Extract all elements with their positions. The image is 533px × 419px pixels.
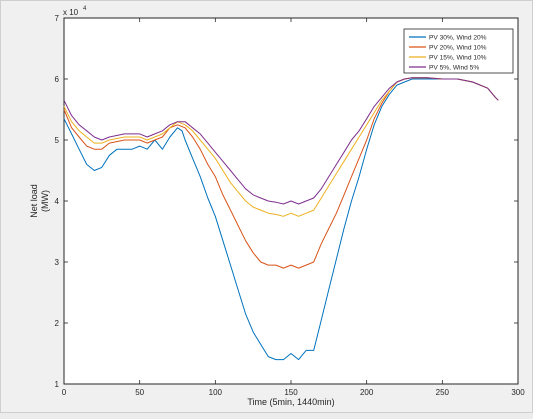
y-tick-label: 5 [55, 136, 60, 145]
y-tick-label: 3 [55, 258, 60, 267]
y-exponent-base: x 10 [63, 8, 79, 17]
legend-label-3: PV 15%, Wind 10% [429, 55, 487, 62]
y-exponent-power: 4 [83, 6, 87, 12]
legend-box [403, 28, 514, 74]
legend-label-4: PV 5%, Wind 5% [429, 65, 479, 72]
x-tick-label: 150 [284, 388, 298, 397]
x-tick-label: 200 [360, 388, 374, 397]
x-tick-label: 100 [209, 388, 223, 397]
y-tick-label: 4 [55, 197, 60, 206]
axis-ticks: 0 50 100 150 200 250 300 1 2 3 4 5 6 7 [55, 14, 526, 397]
y-tick-label: 6 [55, 75, 60, 84]
legend-entries: PV 30%, Wind 20% PV 20%, Wind 10% PV 15%, … [409, 35, 487, 72]
x-tick-label: 50 [135, 388, 144, 397]
series-lines [63, 77, 499, 361]
x-tick-label: 300 [511, 388, 525, 397]
x-tick-label: 0 [62, 388, 67, 397]
series-line-1 [63, 78, 499, 361]
y-axis-label-group: Net load (MW) [29, 184, 50, 218]
legend-label-1: PV 30%, Wind 20% [429, 35, 487, 42]
y-tick-label: 2 [55, 319, 60, 328]
x-axis-label: Time (5min, 1440min) [247, 397, 334, 407]
series-line-4 [63, 77, 499, 205]
x-tick-label: 250 [436, 388, 450, 397]
y-axis-label-line1: Net load [29, 184, 39, 218]
legend-label-2: PV 20%, Wind 10% [429, 45, 487, 52]
y-tick-label: 1 [55, 380, 60, 389]
y-axis-label-line2: (MW) [40, 190, 50, 212]
y-tick-label: 7 [55, 14, 60, 23]
legend: PV 30%, Wind 20% PV 20%, Wind 10% PV 15%, … [403, 28, 514, 74]
